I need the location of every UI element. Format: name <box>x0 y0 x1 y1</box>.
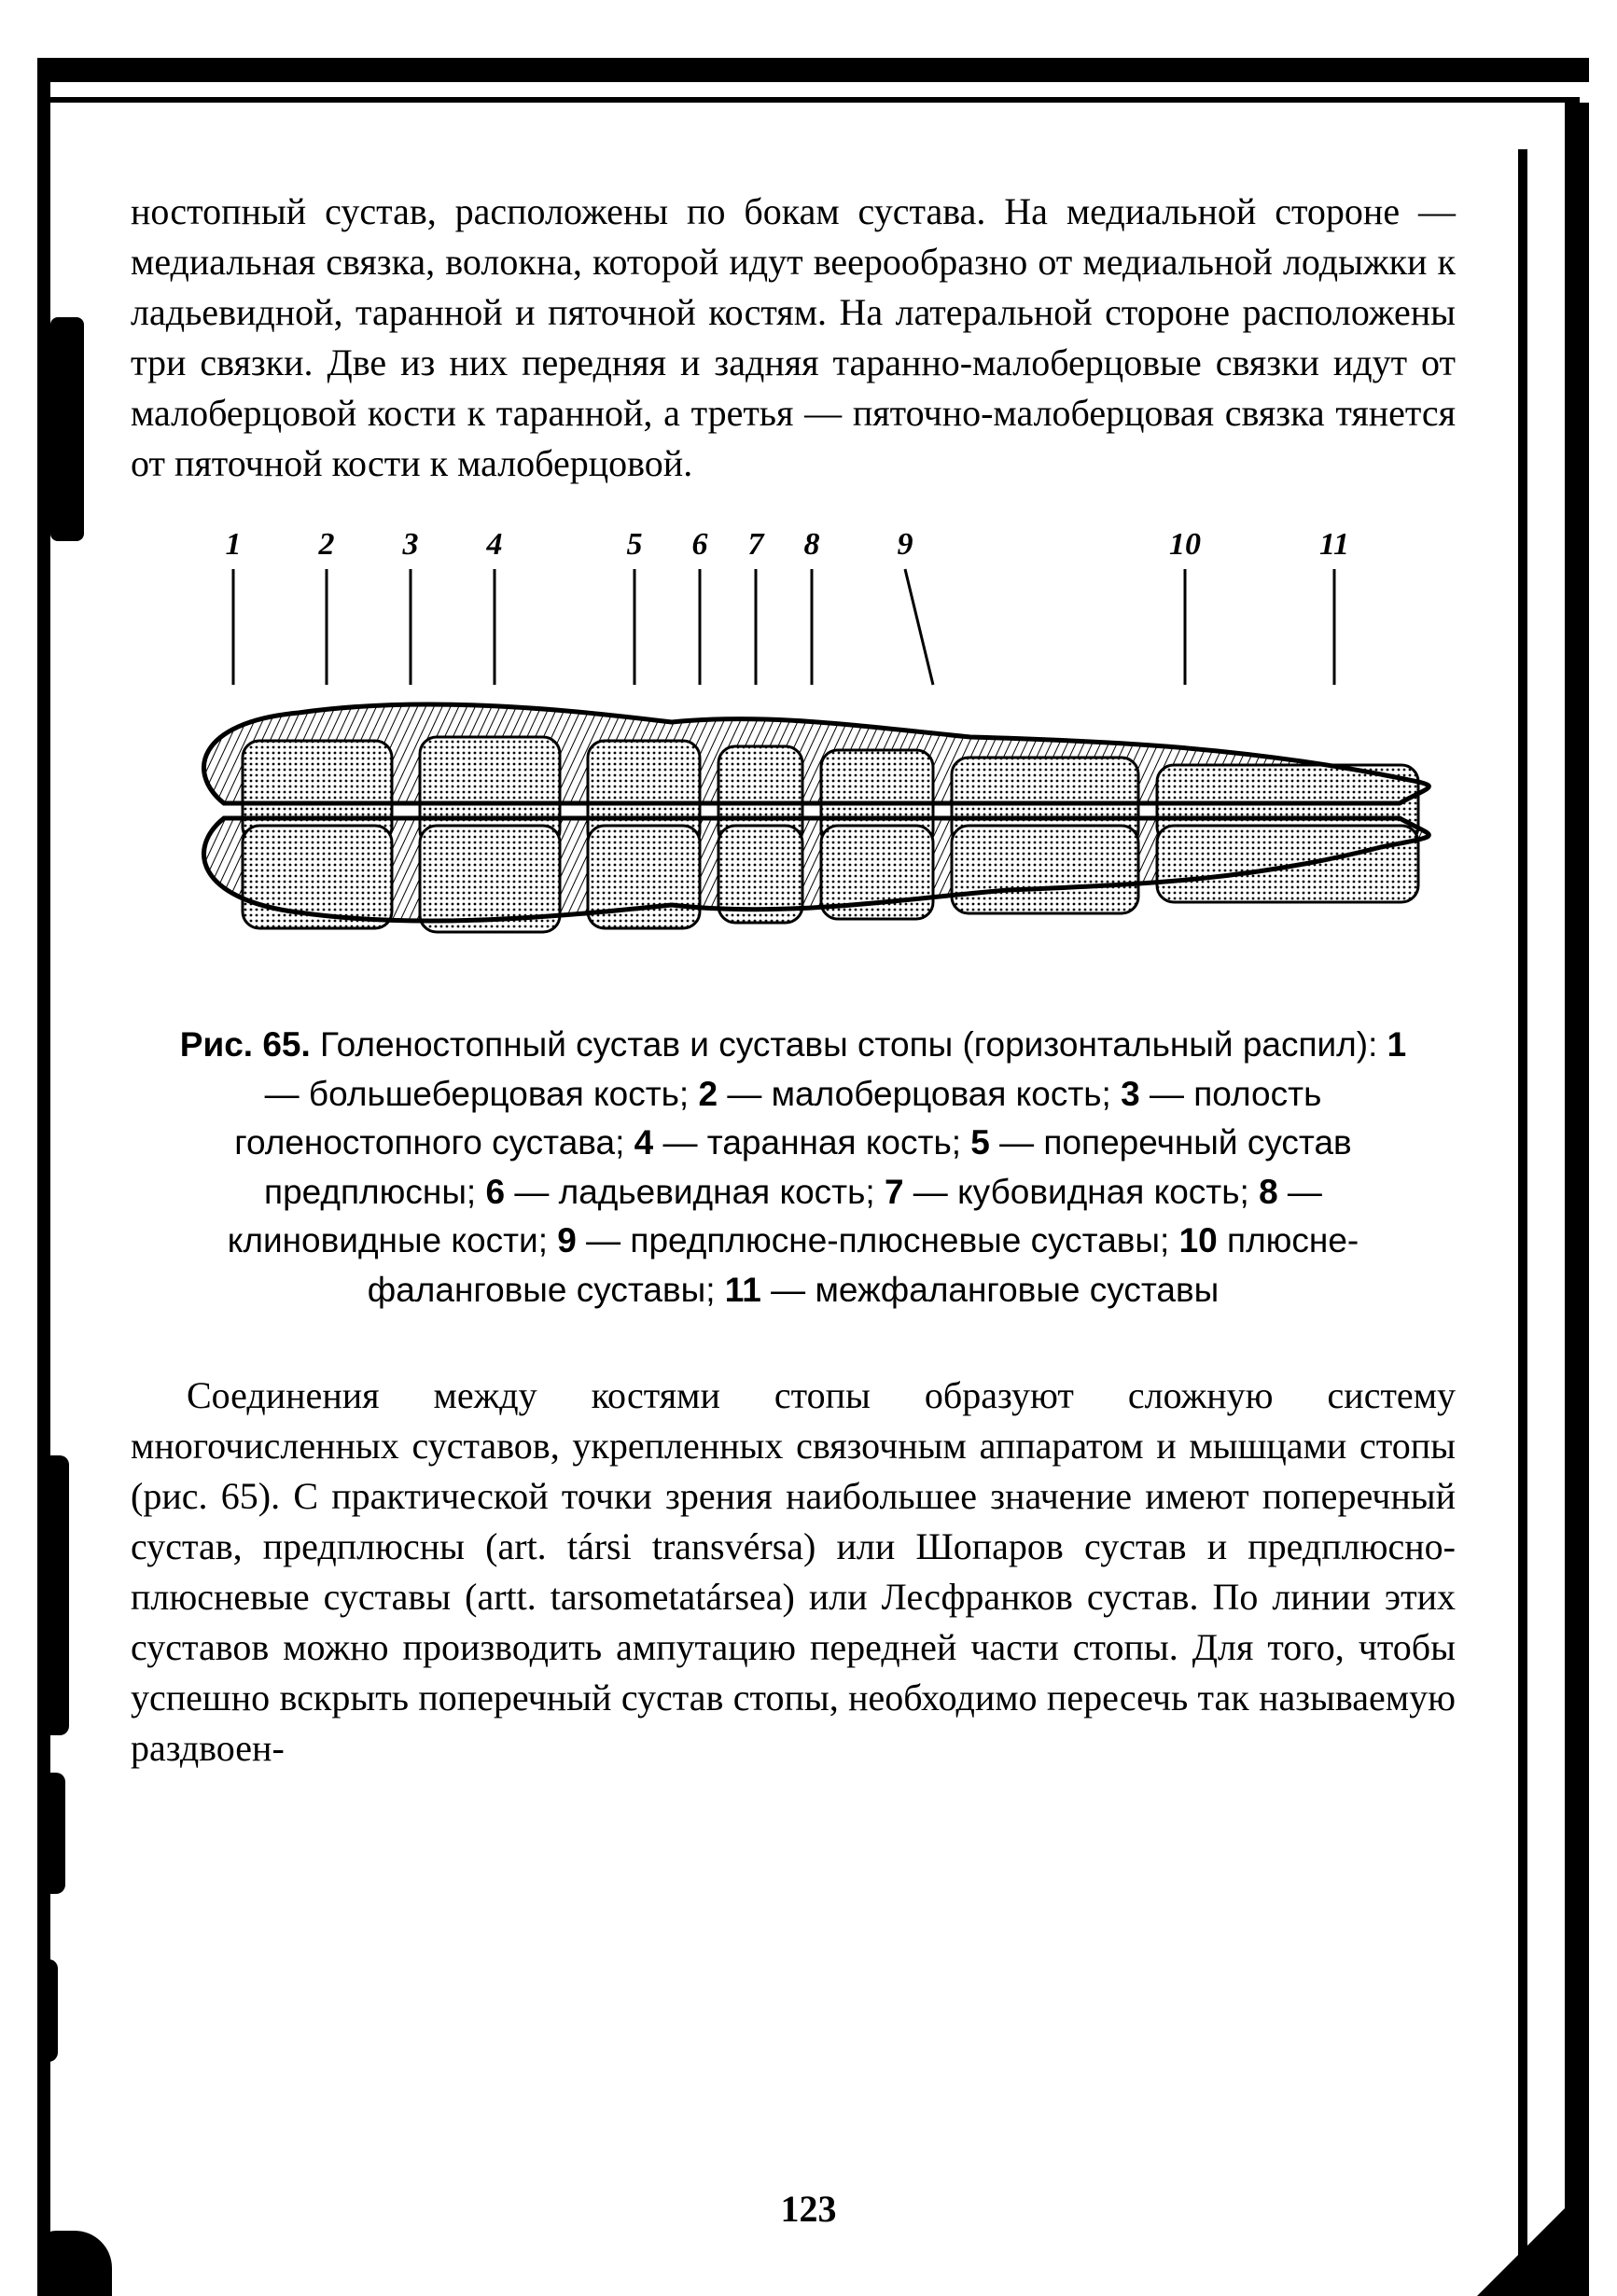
scan-border-right-outer <box>1565 103 1589 2296</box>
scan-artifact <box>37 1959 58 2062</box>
svg-text:11: 11 <box>1319 527 1349 562</box>
scan-border-left <box>37 58 50 2268</box>
body-paragraph-bottom: Соединения между костями стопы образуют … <box>131 1371 1456 1774</box>
page-content: ностопный сустав, расположены по бокам с… <box>131 187 1456 1802</box>
page-scan: ностопный сустав, расположены по бокам с… <box>0 0 1617 2296</box>
scan-artifact <box>50 317 84 541</box>
svg-text:6: 6 <box>692 527 708 562</box>
scan-border-top <box>37 58 1589 82</box>
body-paragraph-top: ностопный сустав, расположены по бокам с… <box>131 187 1456 489</box>
svg-text:3: 3 <box>402 527 419 562</box>
svg-text:5: 5 <box>627 527 643 562</box>
svg-text:4: 4 <box>486 527 503 562</box>
svg-text:9: 9 <box>898 527 913 562</box>
svg-text:7: 7 <box>748 527 766 562</box>
svg-text:8: 8 <box>804 527 820 562</box>
figure-65-caption: Рис. 65. Голеностопный сустав и суставы … <box>177 1021 1409 1315</box>
svg-text:1: 1 <box>226 527 242 562</box>
scan-artifact <box>37 1455 69 1735</box>
page-number: 123 <box>0 2187 1617 2231</box>
scan-artifact <box>37 2231 112 2296</box>
figure-65-svg: 1 2 3 4 5 6 7 8 9 10 11 <box>131 526 1456 955</box>
scan-artifact <box>37 1773 65 1894</box>
figure-65: 1 2 3 4 5 6 7 8 9 10 11 <box>131 526 1456 955</box>
scan-border-top-inner <box>45 97 1580 103</box>
svg-text:10: 10 <box>1169 527 1201 562</box>
scan-border-right-inner <box>1518 149 1527 2277</box>
svg-text:2: 2 <box>318 527 335 562</box>
